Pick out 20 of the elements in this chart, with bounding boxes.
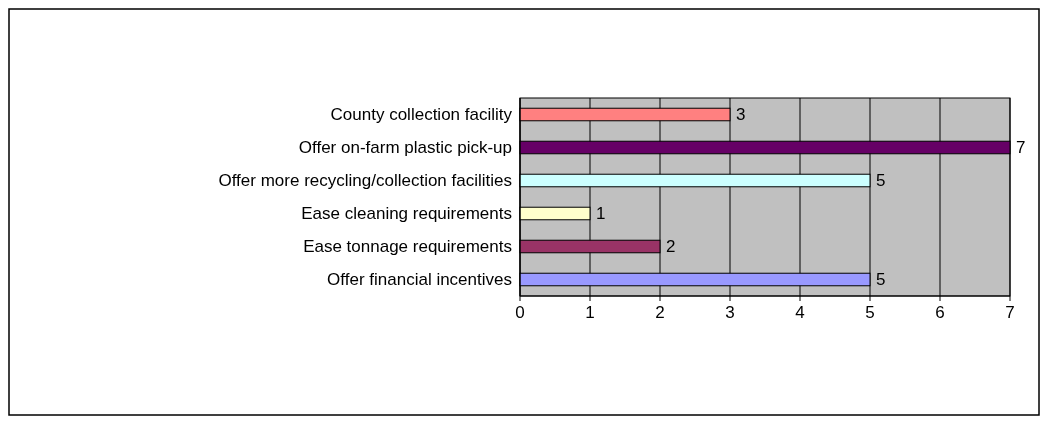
x-tick-label: 7 [1005,303,1015,322]
data-label: 5 [876,171,886,190]
x-tick-label: 4 [795,303,805,322]
data-label: 2 [666,237,676,256]
y-tick-label: Ease tonnage requirements [303,237,512,256]
data-label: 7 [1016,138,1026,157]
data-label: 3 [736,105,746,124]
y-tick-label: County collection facility [330,105,513,124]
x-tick-label: 5 [865,303,875,322]
y-tick-label: Offer financial incentives [327,270,512,289]
x-tick-label: 6 [935,303,945,322]
y-tick-label: Offer on-farm plastic pick-up [298,138,512,157]
x-tick-label: 1 [585,303,595,322]
data-label: 1 [596,204,606,223]
x-tick-label: 0 [515,303,525,322]
y-tick-label: Ease cleaning requirements [301,204,512,223]
x-tick-label: 3 [725,303,735,322]
x-tick-label: 2 [655,303,665,322]
data-label: 5 [876,270,886,289]
y-tick-label: Offer more recycling/collection facilities [218,171,512,190]
